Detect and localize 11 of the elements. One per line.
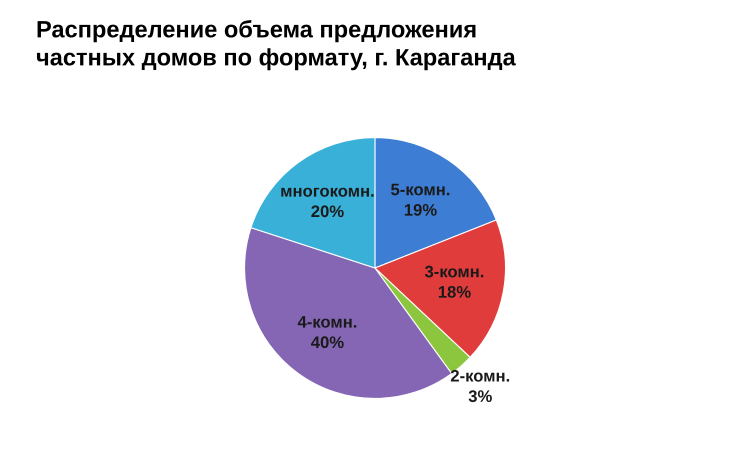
data-label: 19% [404,204,437,216]
slice-label: 2-комн. [450,370,510,382]
slice-label: 3-комн. [424,266,484,278]
chart-title: Распределение объема предложения частных домов по формату, г. Караганда [36,20,516,70]
data-label: 20% [311,205,344,218]
data-label: 18% [438,286,471,298]
data-label: 40% [311,336,344,348]
slice-label: 4-комн. [298,316,356,328]
slice-label: многокомн. [281,188,374,197]
slice-label: 5-комн. [391,184,450,196]
data-label: 3% [468,390,492,402]
